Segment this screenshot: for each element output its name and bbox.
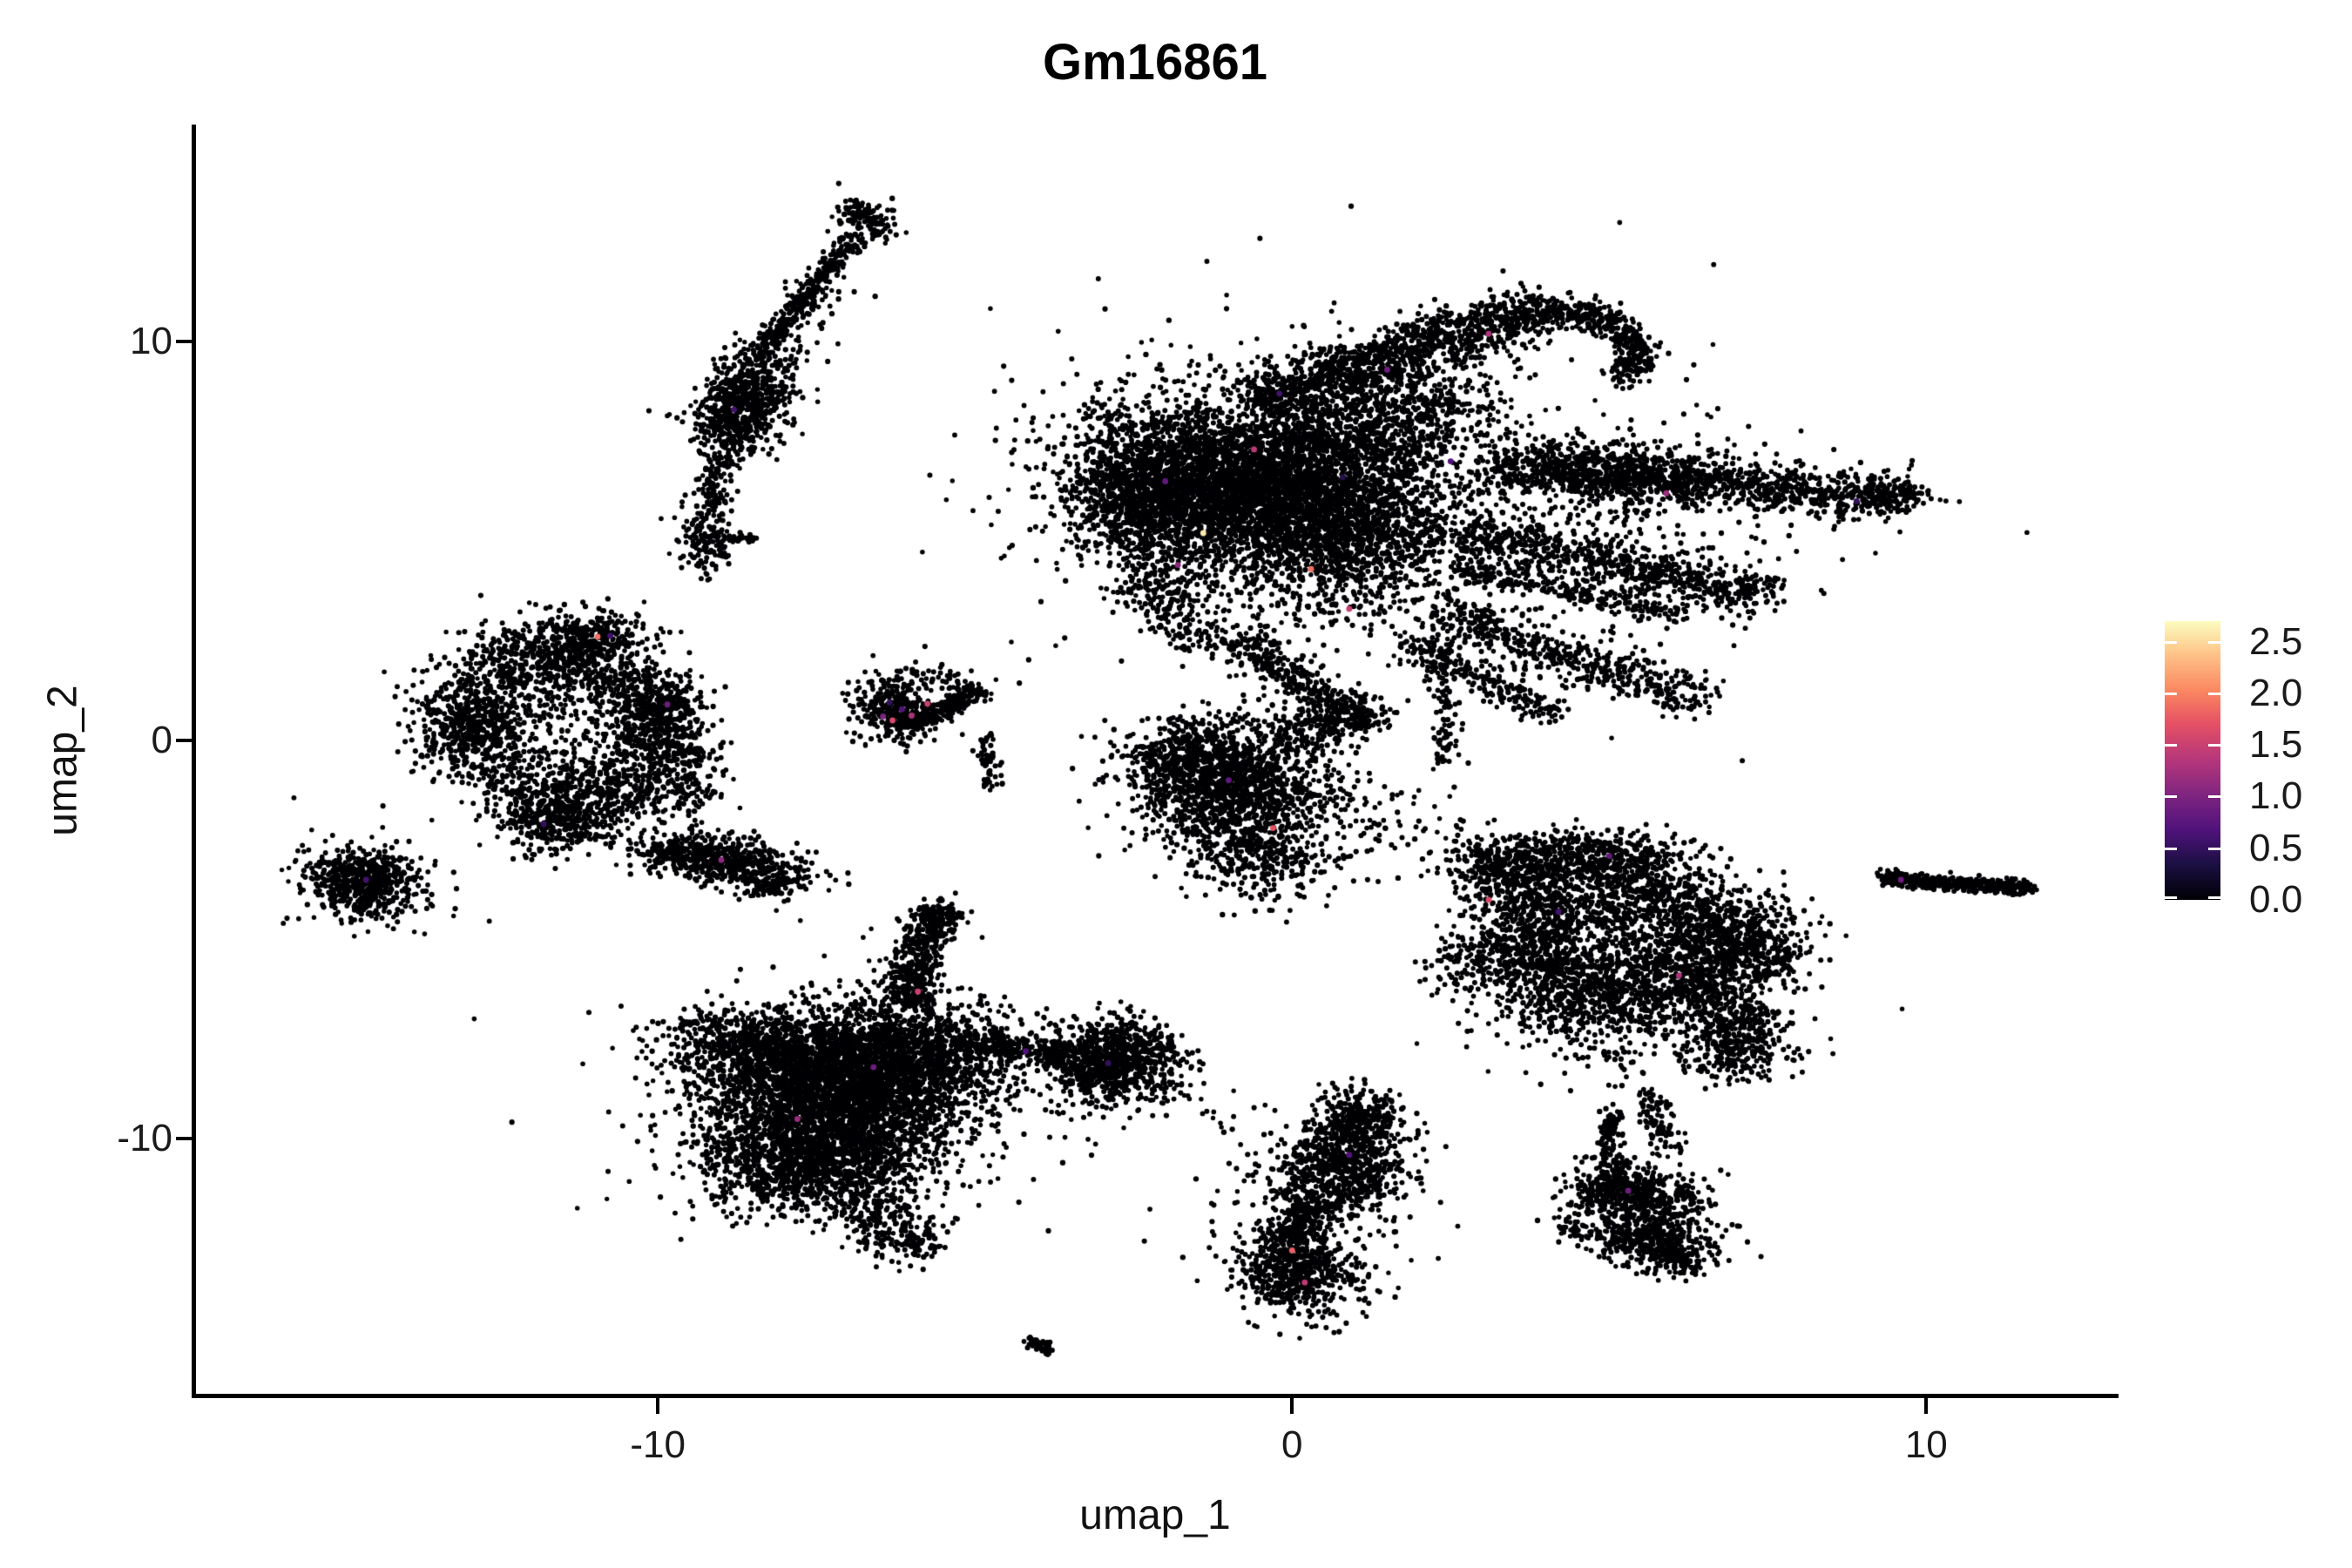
plot-title: Gm16861: [1043, 34, 1267, 91]
y-tick-mark: [176, 738, 192, 742]
y-axis-title: umap_2: [39, 685, 86, 836]
x-axis-title: umap_1: [1079, 1492, 1231, 1538]
x-tick-label: -10: [630, 1423, 686, 1466]
x-tick-label: 0: [1281, 1423, 1303, 1466]
y-axis-line: [192, 125, 196, 1398]
x-tick-label: 10: [1904, 1423, 1948, 1466]
x-tick-mark: [1290, 1398, 1294, 1414]
x-axis-line: [192, 1394, 2119, 1398]
y-tick-label: 0: [151, 718, 172, 761]
y-tick-mark: [176, 340, 192, 344]
x-tick-mark: [1924, 1398, 1929, 1414]
y-tick-label: 10: [130, 320, 172, 363]
y-tick-mark: [176, 1137, 192, 1141]
x-tick-mark: [656, 1398, 660, 1414]
y-tick-label: -10: [117, 1117, 172, 1160]
